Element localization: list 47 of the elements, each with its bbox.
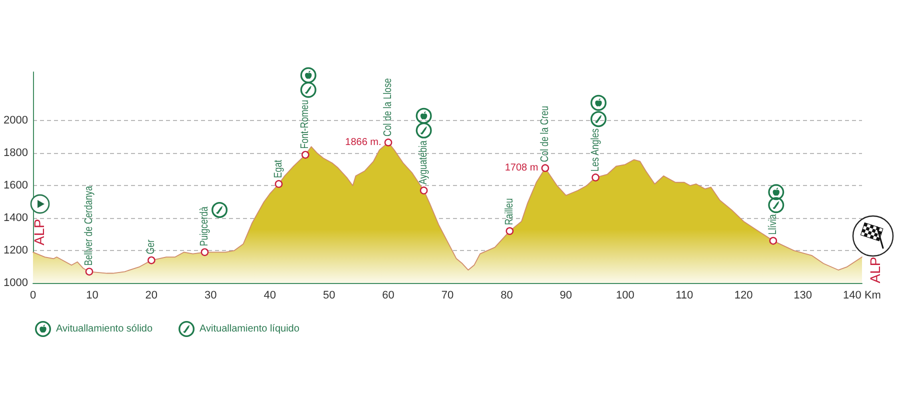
- y-tick-label: 1400: [4, 212, 28, 224]
- x-tick-label: 120: [734, 290, 753, 302]
- y-tick-label: 1600: [4, 180, 28, 192]
- point: [300, 67, 316, 84]
- x-tick-label: 80: [500, 290, 513, 302]
- point: [590, 111, 606, 128]
- y-tick-label: 1800: [4, 147, 28, 160]
- data-label: 1708 m: [504, 162, 538, 174]
- x-tick-label: 0: [30, 290, 36, 302]
- legend-label: Avituallamiento sólido: [56, 324, 153, 334]
- data-label: 1866 m.: [345, 136, 382, 148]
- x-tick-label: 10: [86, 290, 98, 302]
- point: [300, 82, 316, 98]
- y-tick-label: 1200: [4, 244, 28, 257]
- x-tick-label: 130: [794, 290, 812, 302]
- annotation: Puigcerdà: [198, 206, 211, 246]
- annotation: ALP: [31, 218, 47, 246]
- point: [416, 108, 432, 124]
- annotation: Ayguatébia: [418, 140, 430, 184]
- annotation: ALP: [867, 256, 883, 284]
- x-tick-label: 140 Km: [843, 290, 881, 302]
- x-tick-label: 90: [560, 290, 572, 302]
- x-tick-label: 70: [441, 290, 454, 302]
- annotation: Font-Romeu: [299, 100, 312, 149]
- x-tick-label: 40: [264, 290, 276, 302]
- point: [416, 122, 432, 138]
- annotation: Bellver de Cerdanya: [83, 186, 96, 266]
- annotation: Egat: [272, 160, 285, 178]
- x-tick-label: 100: [616, 290, 634, 302]
- annotation: Railleu: [504, 198, 516, 226]
- annotation: Col de la Creu: [539, 106, 552, 162]
- point: [768, 197, 784, 214]
- annotation: Ger: [145, 239, 158, 254]
- annotation: Les Angles: [589, 128, 602, 172]
- x-tick-label: 30: [204, 290, 217, 302]
- x-tick-label: 110: [676, 290, 694, 302]
- x-tick-label: 20: [145, 290, 158, 302]
- y-tick-label: 1000: [4, 277, 28, 289]
- x-tick-label: 60: [382, 290, 394, 302]
- legend-label: Avituallamiento líquido: [200, 324, 300, 334]
- x-tick-label: 50: [322, 290, 336, 302]
- annotation: Llívia: [767, 214, 780, 235]
- point: [212, 202, 228, 218]
- y-tick-label: 2000: [4, 114, 28, 127]
- point: [768, 184, 784, 200]
- annotation: Col de la Llose: [382, 78, 394, 136]
- point: [590, 94, 606, 111]
